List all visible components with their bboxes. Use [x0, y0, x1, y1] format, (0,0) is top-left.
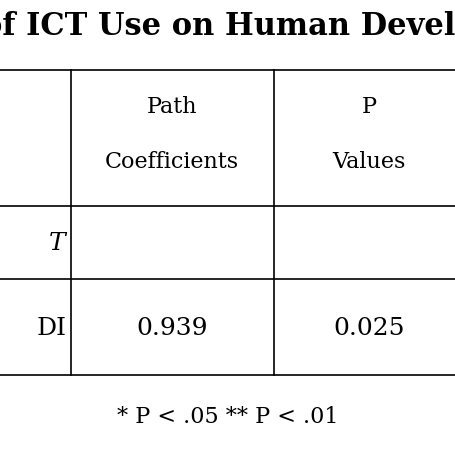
Text: 0.939: 0.939: [136, 316, 207, 339]
Text: T: T: [40, 232, 66, 255]
Text: P: P: [361, 96, 376, 118]
Text: Path: Path: [147, 96, 197, 118]
Text: Values: Values: [332, 151, 405, 172]
Text: DI: DI: [36, 316, 66, 339]
Text: * P < .05 ** P < .01: * P < .05 ** P < .01: [117, 405, 338, 427]
Text: Coefficients: Coefficients: [105, 151, 239, 172]
Text: 0.025: 0.025: [333, 316, 404, 339]
Text: of ICT Use on Human Develop: of ICT Use on Human Develop: [0, 11, 455, 42]
